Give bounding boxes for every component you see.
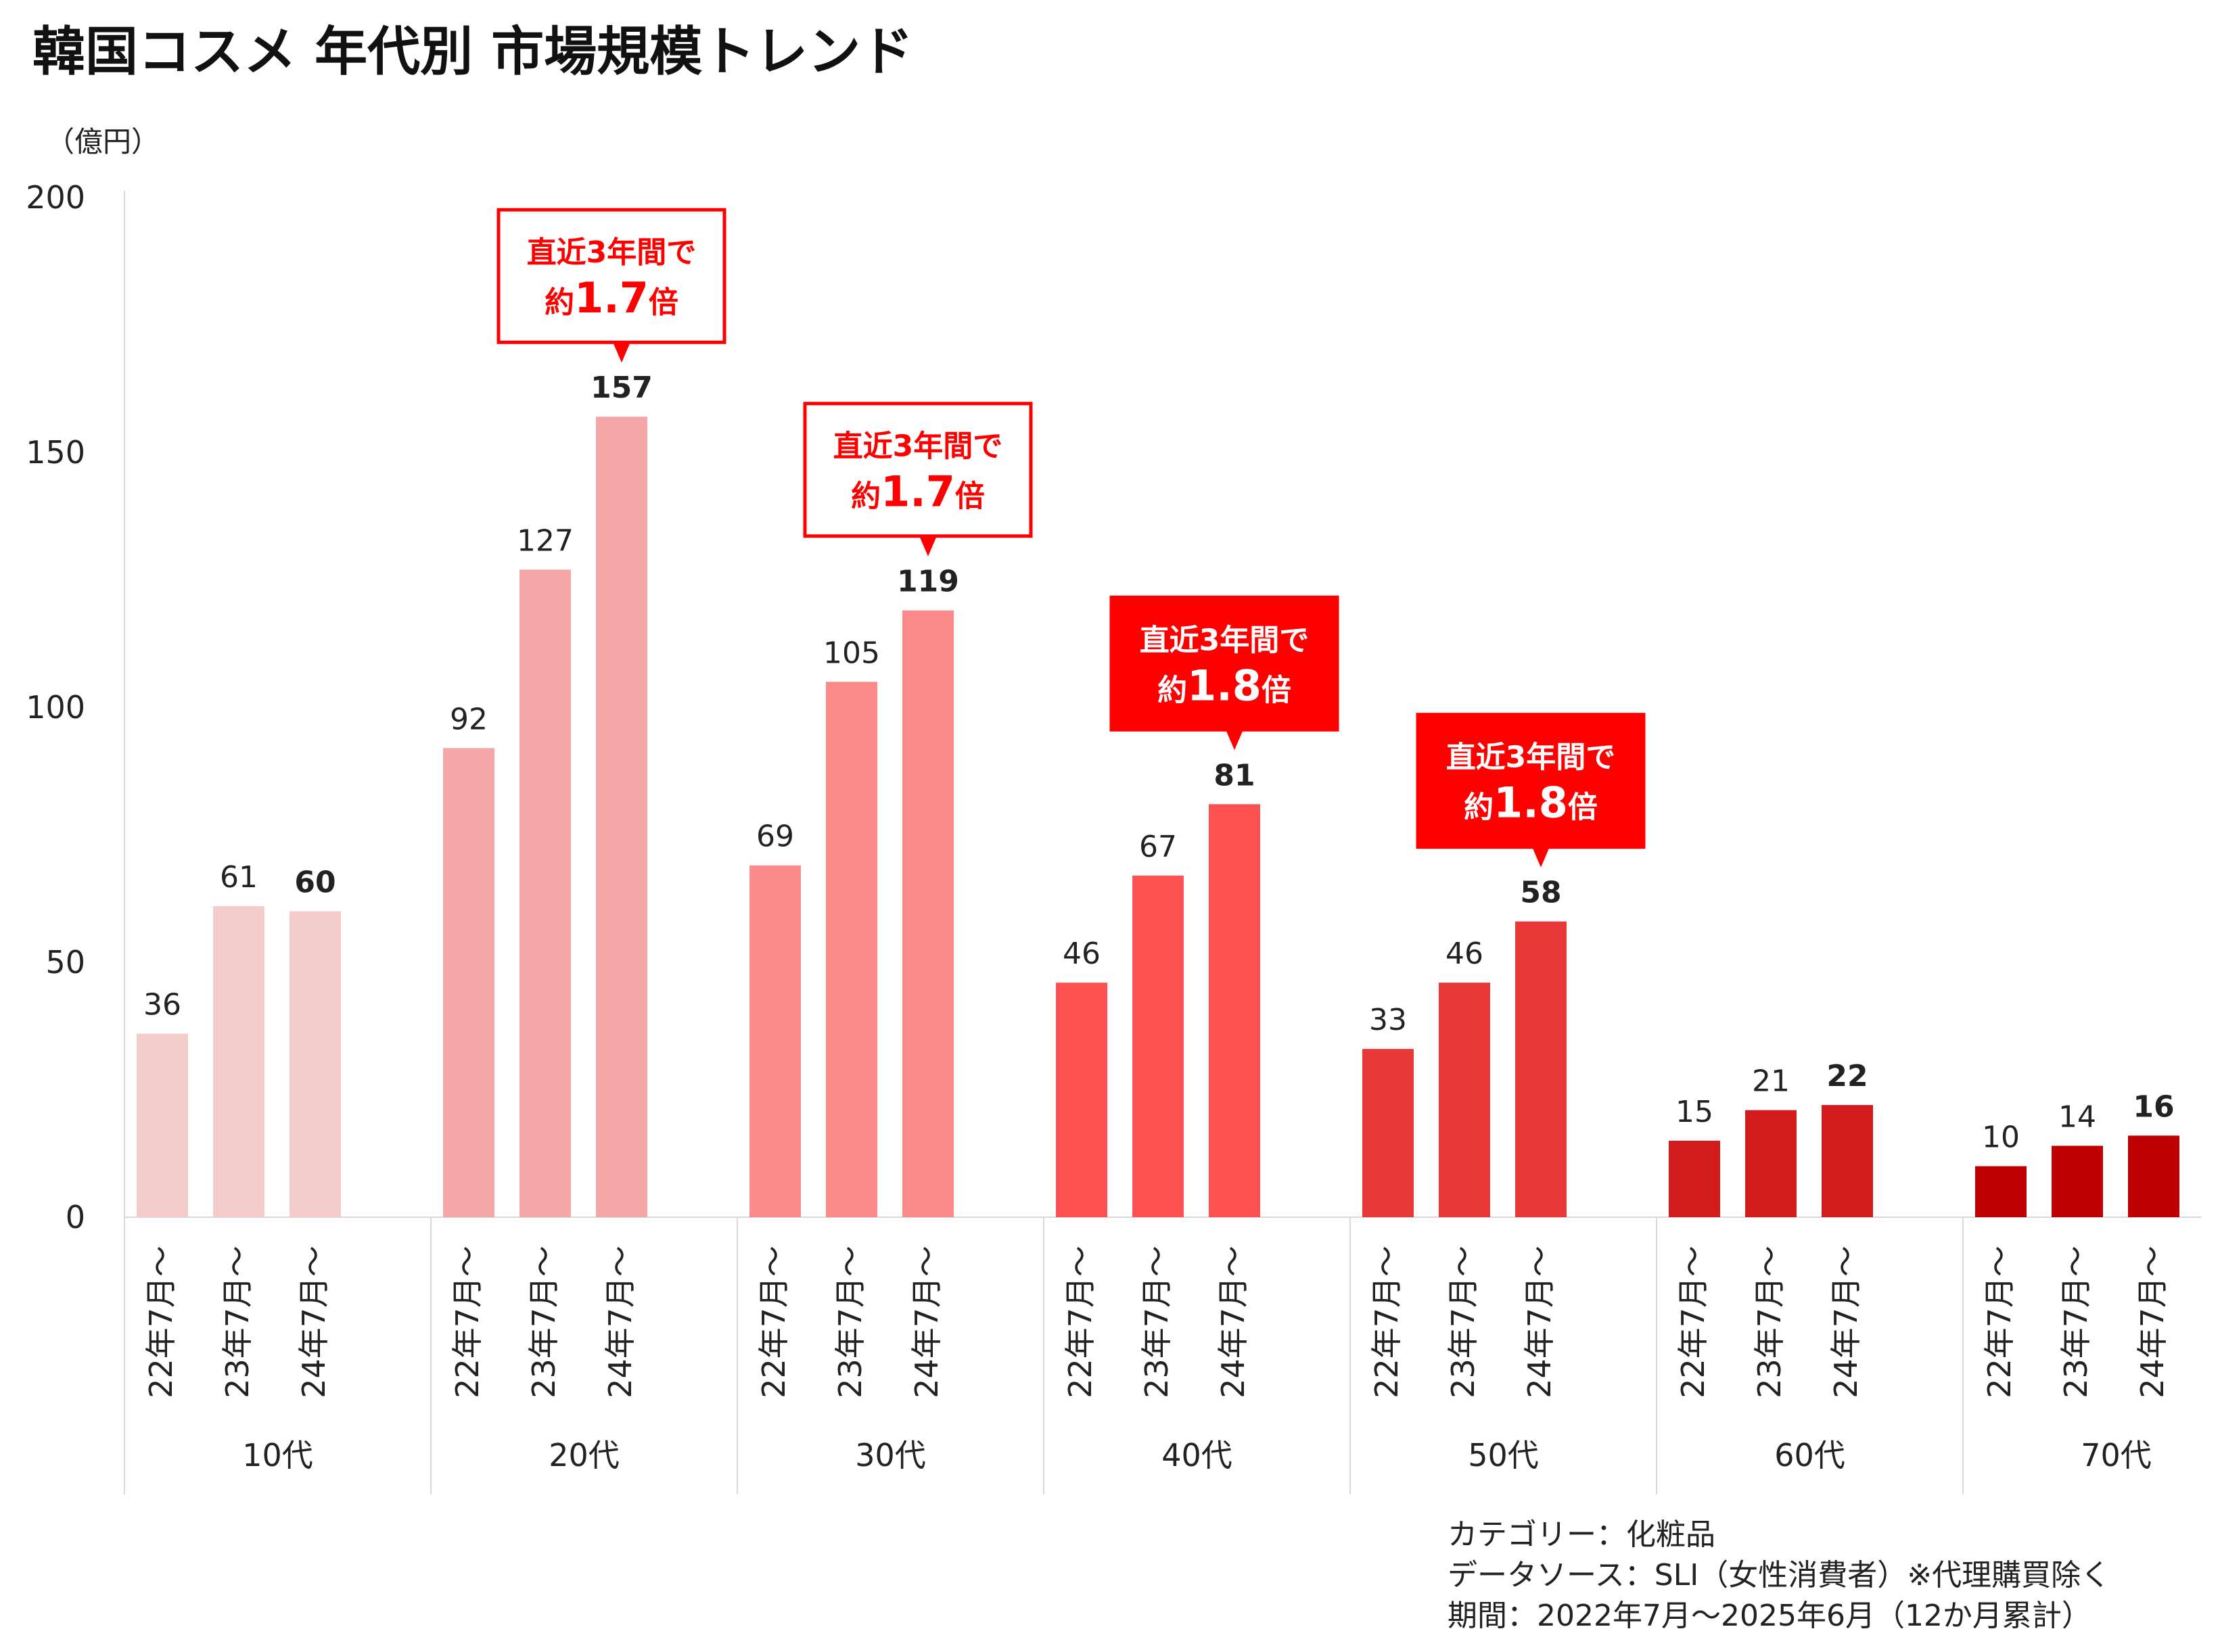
data-label: 21 [1752,1064,1790,1099]
x-tick-label: 24年7月～ [1828,1246,1864,1398]
x-tick-label: 23年7月～ [1751,1246,1788,1398]
group-label: 20代 [549,1437,620,1473]
data-label: 61 [220,860,258,895]
y-tick-label: 0 [66,1199,85,1235]
data-label: 105 [823,636,880,670]
bar [1515,921,1567,1217]
group-label: 30代 [855,1437,926,1473]
chart-title: 韓国コスメ 年代別 市場規模トレンド [32,22,914,82]
group-label: 40代 [1161,1437,1232,1473]
x-tick-label: 23年7月～ [1445,1246,1481,1398]
x-tick-label: 22年7月～ [143,1246,179,1398]
bar [1669,1140,1720,1217]
data-label: 46 [1063,937,1101,971]
callout-multiplier: 約1.8倍 [1464,778,1598,828]
data-label: 46 [1446,937,1483,971]
callout-multiplier: 約1.7倍 [545,273,678,323]
callout-multiplier: 約1.7倍 [851,467,985,517]
x-tick-label: 23年7月～ [2058,1246,2094,1398]
data-label: 69 [756,820,794,854]
data-label: 58 [1520,876,1561,910]
group-label: 70代 [2081,1437,2152,1473]
bar [1975,1166,2027,1217]
bar [2052,1146,2103,1217]
data-label: 119 [897,565,959,599]
x-tick-label: 22年7月～ [1675,1246,1711,1398]
data-label: 92 [450,702,488,736]
bar [137,1033,188,1217]
footnotes: カテゴリー：化粧品 データソース：SLI（女性消費者）※代理購買除く 期間：20… [1448,1515,2110,1636]
callout-multiplier: 約1.8倍 [1157,661,1291,710]
bar [1132,875,1184,1217]
callout-text: 直近3年間で [527,235,697,270]
data-label: 14 [2058,1100,2096,1134]
bar [443,748,494,1217]
y-tick-label: 200 [26,179,85,216]
x-tick-label: 22年7月～ [1368,1246,1405,1398]
data-label: 157 [591,371,653,405]
callout-pointer [614,344,630,363]
data-label: 22 [1826,1059,1868,1093]
callout-text: 直近3年間で [1140,623,1310,657]
data-label: 67 [1139,830,1177,864]
group-label: 10代 [242,1437,313,1473]
bar [1056,983,1107,1217]
callout-text: 直近3年間で [833,429,1003,464]
x-tick-label: 24年7月～ [908,1246,945,1398]
x-tick-label: 24年7月～ [1521,1246,1558,1398]
x-tick-label: 23年7月～ [1138,1246,1175,1398]
bar [290,911,341,1217]
bar [902,610,954,1217]
x-tick-label: 24年7月～ [2134,1246,2171,1398]
note-period: 期間：2022年7月～2025年6月（12か月累計） [1448,1599,2091,1633]
y-tick-label: 150 [26,434,85,471]
bar [1745,1110,1797,1217]
note-source: データソース：SLI（女性消費者）※代理購買除く [1448,1558,2111,1592]
bar [1209,804,1260,1217]
x-tick-label: 22年7月～ [449,1246,486,1398]
bar [596,417,647,1217]
data-label: 10 [1982,1120,2020,1155]
unit-label: （億円） [46,125,160,158]
bar [1822,1105,1873,1217]
callout-box [803,402,1033,538]
bar [213,906,264,1217]
x-tick-label: 22年7月～ [756,1246,792,1398]
callout-text: 直近3年間で [1446,740,1616,775]
data-label: 36 [143,988,181,1022]
x-tick-label: 24年7月～ [1215,1246,1251,1398]
x-tick-label: 22年7月～ [1981,1246,2018,1398]
x-tick-label: 23年7月～ [832,1246,869,1398]
x-tick-label: 24年7月～ [296,1246,332,1398]
bar [749,865,801,1217]
x-tick-label: 24年7月～ [602,1246,639,1398]
data-label: 127 [517,523,574,558]
group-label: 60代 [1774,1437,1845,1473]
bar [519,569,571,1217]
bar [826,682,877,1217]
data-label: 16 [2133,1089,2174,1124]
callout-pointer [1226,731,1243,751]
note-category: カテゴリー：化粧品 [1448,1517,1715,1552]
data-label: 15 [1675,1095,1713,1129]
bar [2128,1135,2179,1217]
y-tick-label: 100 [26,689,85,726]
y-tick-label: 50 [45,944,85,981]
callout-box [1416,713,1646,849]
callout-pointer [920,537,936,557]
callout-box [496,208,726,344]
bar [1362,1049,1414,1217]
data-label: 33 [1369,1003,1407,1037]
x-tick-label: 23年7月～ [219,1246,256,1398]
data-label: 60 [294,866,336,900]
callout-box [1109,595,1339,732]
x-tick-label: 22年7月～ [1062,1246,1099,1398]
bar [1439,983,1490,1217]
x-tick-label: 23年7月～ [526,1246,562,1398]
data-label: 81 [1213,758,1255,793]
group-label: 50代 [1468,1437,1539,1473]
callout-pointer [1533,848,1549,868]
